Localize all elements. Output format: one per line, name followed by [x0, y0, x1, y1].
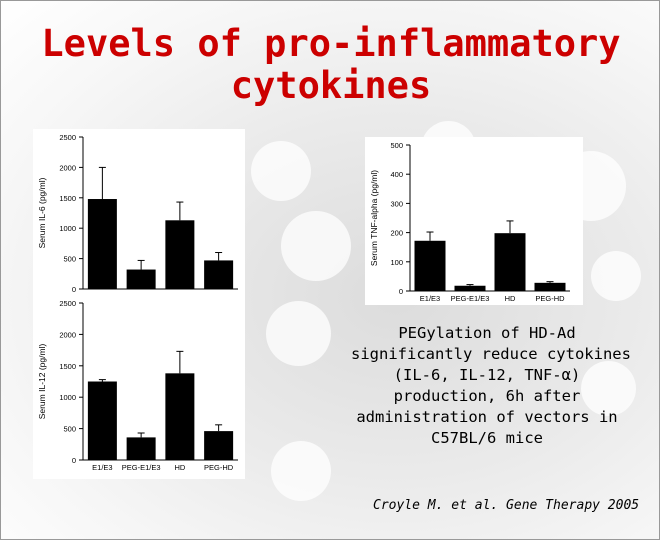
y-tick-label: 500 — [63, 255, 76, 264]
il6-bar-peg-e1-e3 — [126, 269, 156, 289]
x-tick-label: E1/E3 — [420, 294, 440, 303]
y-tick-label: 0 — [72, 456, 76, 465]
il12-bar-hd — [165, 373, 195, 460]
y-tick-label: 1000 — [59, 393, 76, 402]
background-blob — [271, 441, 331, 501]
y-axis-label: Serum TNF-alpha (pg/ml) — [369, 170, 379, 266]
il12-bar-peg-e1-e3 — [126, 437, 156, 460]
y-axis-label: Serum IL-12 (pg/ml) — [37, 344, 47, 420]
title-line-2: cytokines — [230, 64, 432, 107]
slide-title: Levels of pro-inflammatory cytokines — [1, 22, 659, 107]
y-tick-label: 200 — [390, 229, 403, 238]
y-tick-label: 500 — [63, 425, 76, 434]
background-blob — [581, 361, 636, 416]
background-blob — [266, 301, 331, 366]
il6-bar-hd — [165, 220, 195, 289]
tnf-alpha-chart-panel: 0 100 200 300 400 500 Serum TNF-alpha (pg/ml) E… — [365, 137, 583, 305]
y-tick-label: 1500 — [59, 362, 76, 371]
summary-line: significantly reduce cytokines — [351, 345, 631, 363]
tnf-bar-e1-e3 — [414, 240, 446, 291]
tnf-bar-peg-hd — [534, 282, 566, 291]
il12-chart-panel: 0 500 1000 1500 2000 2500 Serum IL-12 (pg/ml) E… — [33, 293, 245, 479]
y-tick-label: 1500 — [59, 194, 76, 203]
y-tick-label: 2500 — [59, 133, 76, 142]
il12-bar-e1-e3 — [87, 381, 117, 460]
summary-line: C57BL/6 mice — [431, 429, 543, 447]
y-tick-label: 500 — [390, 141, 403, 150]
x-tick-label: PEG-HD — [204, 463, 234, 472]
x-tick-label: E1/E3 — [92, 463, 112, 472]
background-blob — [591, 251, 641, 301]
y-tick-label: 0 — [72, 285, 76, 294]
y-axis-label: Serum IL-6 (pg/ml) — [37, 177, 47, 248]
x-tick-label: HD — [505, 294, 516, 303]
summary-line: administration of vectors in — [356, 408, 618, 426]
background-blob — [281, 211, 351, 281]
il12-chart: 0 500 1000 1500 2000 2500 Serum IL-12 (pg/ml) E… — [37, 299, 238, 472]
summary-text: PEGylation of HD-Ad significantly reduce… — [351, 323, 631, 449]
y-tick-label: 400 — [390, 170, 403, 179]
tnf-bar-peg-e1-e3 — [454, 285, 486, 291]
y-tick-label: 100 — [390, 258, 403, 267]
y-tick-label: 300 — [390, 199, 403, 208]
il12-bar-peg-hd — [204, 431, 234, 460]
summary-line: (IL-6, IL-12, TNF-α) — [393, 366, 581, 384]
summary-line: PEGylation of HD-Ad — [398, 324, 576, 342]
y-tick-label: 2000 — [59, 330, 76, 339]
summary-line: production, 6h after — [393, 387, 581, 405]
x-tick-label: PEG-HD — [535, 294, 565, 303]
il6-bar-peg-hd — [204, 260, 234, 289]
y-tick-label: 2500 — [59, 299, 76, 308]
x-tick-label: PEG-E1/E3 — [451, 294, 490, 303]
title-line-1: Levels of pro-inflammatory — [41, 22, 621, 65]
x-tick-label: PEG-E1/E3 — [122, 463, 161, 472]
y-tick-label: 2000 — [59, 163, 76, 172]
il6-bar-e1-e3 — [87, 199, 117, 289]
background-blob — [251, 141, 311, 201]
tnf-bar-hd — [494, 233, 526, 291]
x-tick-label: HD — [174, 463, 185, 472]
tnf-alpha-chart: 0 100 200 300 400 500 Serum TNF-alpha (pg/ml) E… — [369, 141, 570, 303]
y-tick-label: 1000 — [59, 224, 76, 233]
y-tick-label: 0 — [399, 287, 403, 296]
citation: Croyle M. et al. Gene Therapy 2005 — [373, 498, 640, 513]
